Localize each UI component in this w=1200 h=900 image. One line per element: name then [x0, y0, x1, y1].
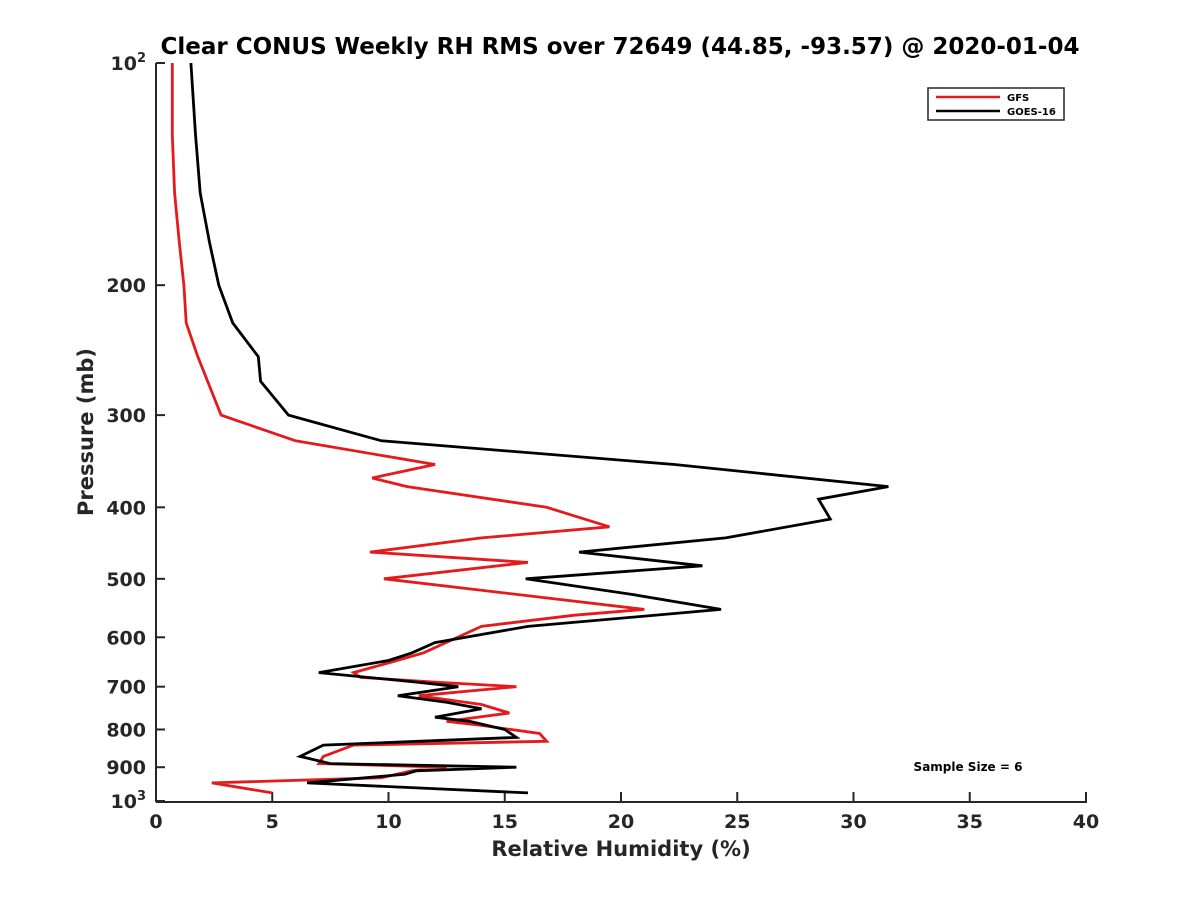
x-tick-label: 40	[1073, 811, 1099, 833]
x-tick-label: 0	[149, 811, 162, 833]
series-line-goes-16	[189, 62, 889, 795]
legend-box	[927, 87, 1065, 121]
series-line-gfs	[170, 63, 645, 795]
x-tick-label: 25	[724, 811, 750, 833]
y-tick-label: 800	[106, 719, 146, 741]
y-tick-label: 300	[106, 405, 146, 427]
y-tick-label: 103	[111, 789, 147, 813]
y-tick-label: 900	[106, 757, 146, 779]
x-axis-label: Relative Humidity (%)	[491, 837, 750, 861]
legend: GFS GOES-16	[927, 87, 1065, 121]
x-axis-ticks: 0 5 10 15 20 25 30 35 40	[149, 792, 1099, 833]
y-tick-label: 102	[111, 51, 147, 75]
legend-label-gfs: GFS	[1007, 93, 1029, 104]
y-tick-label: 600	[106, 627, 146, 649]
x-tick-label: 30	[840, 811, 866, 833]
sample-size-annotation: Sample Size = 6	[914, 760, 1023, 774]
series-lines	[170, 62, 889, 795]
x-tick-label: 10	[375, 811, 401, 833]
y-tick-label: 700	[106, 677, 146, 699]
y-axis-label: Pressure (mb)	[74, 348, 98, 516]
plot-axes	[155, 63, 1087, 803]
x-tick-label: 35	[957, 811, 983, 833]
y-tick-label: 200	[106, 275, 146, 297]
x-tick-label: 15	[492, 811, 518, 833]
x-tick-label: 20	[608, 811, 634, 833]
legend-label-goes16: GOES-16	[1007, 107, 1056, 118]
y-tick-label: 500	[106, 569, 146, 591]
x-tick-label: 5	[266, 811, 279, 833]
y-tick-label: 400	[106, 497, 146, 519]
y-axis-ticks: 102 200 300 400 500 600 700 800 900 103	[106, 51, 165, 813]
chart-title: Clear CONUS Weekly RH RMS over 72649 (44…	[161, 34, 1080, 60]
